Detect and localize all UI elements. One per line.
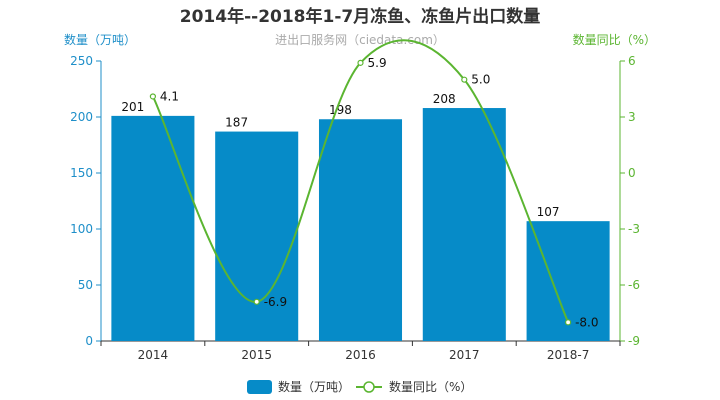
- bar-2016: [318, 119, 403, 342]
- yoy-point-2014: [149, 93, 156, 100]
- bar-value-label-2014: 201: [121, 100, 144, 114]
- bar-2017: [422, 108, 506, 341]
- bar-value-label-2016: 198: [329, 103, 352, 117]
- bar-2015: [215, 131, 299, 341]
- legend-bar-label: 数量（万吨）: [278, 379, 350, 394]
- x-tick-label-1: 2015: [241, 348, 272, 362]
- legend-line-label: 数量同比（%）: [389, 379, 472, 394]
- legend-item-bar[interactable]: 数量（万吨）: [247, 379, 350, 394]
- yoy-point-2015: [253, 298, 260, 305]
- yoy-value-label-2018-7: -8.0: [575, 315, 598, 329]
- line-group: 4.1 -6.9 5.9 5.0 -8.0: [149, 39, 599, 329]
- x-tick-label-2: 2016: [345, 348, 376, 362]
- legend-bar-swatch: [247, 380, 272, 394]
- left-tick-label-2: 100: [70, 222, 93, 236]
- bar-value-label-2018-7: 107: [537, 205, 560, 219]
- left-tick-label-3: 150: [70, 166, 93, 180]
- right-tick-label-4: 3: [628, 110, 636, 124]
- bars-group: 201 187 198 208 107: [111, 92, 610, 342]
- right-axis-title: 数量同比（%）: [573, 32, 656, 47]
- yoy-series-line: [152, 39, 570, 323]
- yoy-point-2018-7: [564, 319, 572, 326]
- x-tick-label-3: 2017: [449, 348, 480, 362]
- left-tick-label-4: 200: [70, 110, 93, 124]
- right-tick-label-0: -9: [628, 334, 640, 348]
- right-tick-label-1: -6: [628, 278, 640, 292]
- yoy-value-label-2017: 5.0: [471, 73, 490, 87]
- chart-title: 2014年--2018年1-7月冻鱼、冻鱼片出口数量: [180, 6, 540, 27]
- legend-item-line[interactable]: 数量同比（%）: [356, 379, 472, 394]
- yoy-point-2017: [461, 76, 468, 83]
- yoy-point-2016: [357, 59, 364, 66]
- bar-2014: [111, 115, 195, 341]
- left-axis-title: 数量（万吨）: [64, 32, 136, 47]
- chart-subtitle: 进出口服务网（ciedata.com）: [275, 32, 445, 47]
- left-tick-label-0: 0: [85, 334, 93, 348]
- legend-line-marker: [363, 381, 375, 393]
- bar-value-label-2015: 187: [225, 116, 248, 130]
- yoy-value-label-2015: -6.9: [264, 295, 287, 309]
- right-tick-label-3: 0: [628, 166, 636, 180]
- left-tick-label-5: 250: [70, 54, 93, 68]
- right-tick-label-5: 6: [628, 54, 636, 68]
- x-tick-label-4: 2018-7: [547, 348, 590, 362]
- bar-value-label-2017: 208: [433, 92, 456, 106]
- left-tick-label-1: 50: [78, 278, 93, 292]
- right-tick-label-2: -3: [628, 222, 640, 236]
- yoy-value-label-2016: 5.9: [368, 56, 387, 70]
- yoy-value-label-2014: 4.1: [160, 89, 179, 103]
- x-tick-label-0: 2014: [138, 348, 169, 362]
- legend[interactable]: 数量（万吨） 数量同比（%）: [247, 379, 472, 394]
